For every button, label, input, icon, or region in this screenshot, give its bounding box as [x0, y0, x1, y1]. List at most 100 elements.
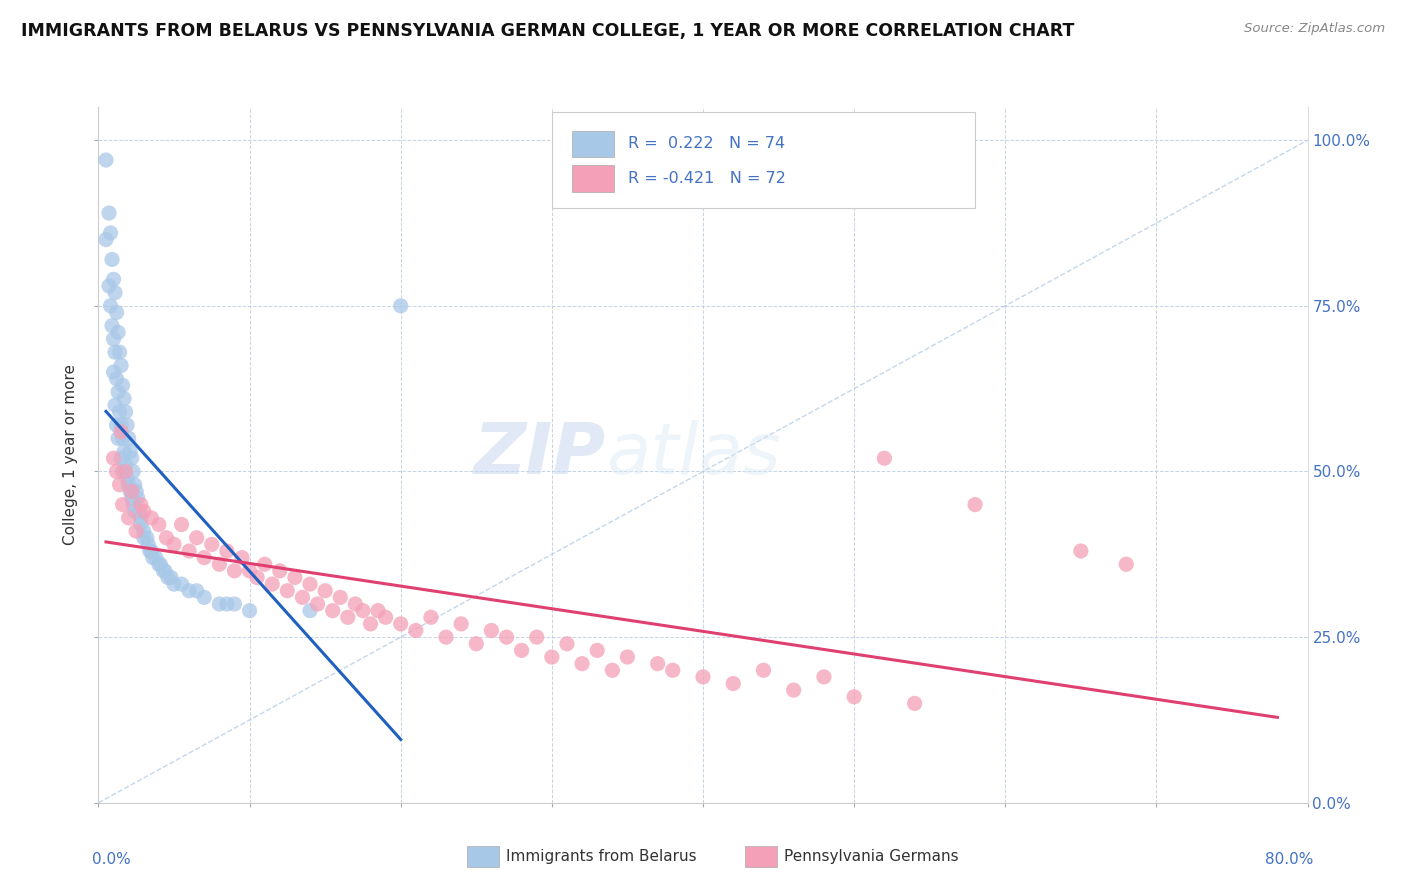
- Point: [186, 583, 208, 598]
- Point: [389, 299, 412, 313]
- Point: [160, 570, 183, 584]
- Point: [662, 663, 685, 677]
- Point: [111, 431, 134, 445]
- Point: [299, 577, 322, 591]
- Point: [142, 550, 165, 565]
- Point: [124, 504, 146, 518]
- Point: [94, 153, 117, 167]
- FancyBboxPatch shape: [553, 112, 976, 208]
- Point: [269, 564, 291, 578]
- Point: [367, 604, 389, 618]
- Point: [352, 604, 374, 618]
- Point: [844, 690, 866, 704]
- Bar: [572, 131, 613, 157]
- Point: [101, 252, 124, 267]
- Point: [224, 597, 246, 611]
- Point: [813, 670, 835, 684]
- Point: [540, 650, 562, 665]
- Point: [132, 504, 155, 518]
- Point: [405, 624, 427, 638]
- Y-axis label: College, 1 year or more: College, 1 year or more: [63, 365, 79, 545]
- Text: atlas: atlas: [606, 420, 780, 490]
- Bar: [745, 846, 776, 867]
- Point: [148, 558, 170, 572]
- Point: [208, 597, 231, 611]
- Point: [107, 326, 129, 340]
- Point: [434, 630, 457, 644]
- Point: [329, 591, 352, 605]
- Text: IMMIGRANTS FROM BELARUS VS PENNSYLVANIA GERMAN COLLEGE, 1 YEAR OR MORE CORRELATI: IMMIGRANTS FROM BELARUS VS PENNSYLVANIA …: [21, 22, 1074, 40]
- Point: [752, 663, 775, 677]
- Point: [322, 604, 344, 618]
- Point: [121, 451, 143, 466]
- Point: [307, 597, 329, 611]
- Point: [122, 498, 145, 512]
- Point: [135, 531, 157, 545]
- Point: [904, 697, 927, 711]
- Point: [132, 531, 155, 545]
- Point: [118, 477, 141, 491]
- Point: [510, 643, 533, 657]
- Point: [101, 318, 124, 333]
- Point: [129, 498, 152, 512]
- Point: [118, 431, 141, 445]
- Point: [156, 570, 179, 584]
- Point: [420, 610, 443, 624]
- Point: [783, 683, 806, 698]
- Point: [239, 564, 262, 578]
- Text: 80.0%: 80.0%: [1265, 852, 1313, 866]
- Point: [170, 517, 193, 532]
- Point: [103, 451, 125, 466]
- Point: [193, 550, 215, 565]
- Point: [105, 418, 128, 433]
- Point: [122, 465, 145, 479]
- Point: [100, 226, 122, 240]
- Point: [647, 657, 669, 671]
- Point: [291, 591, 314, 605]
- Point: [141, 511, 163, 525]
- Point: [170, 577, 193, 591]
- Point: [450, 616, 472, 631]
- Point: [224, 564, 246, 578]
- Point: [179, 583, 201, 598]
- Point: [110, 425, 132, 439]
- Point: [284, 570, 307, 584]
- Point: [105, 465, 128, 479]
- Point: [153, 564, 176, 578]
- Point: [111, 465, 134, 479]
- Point: [107, 431, 129, 445]
- Point: [110, 418, 132, 433]
- Point: [104, 345, 127, 359]
- Point: [103, 272, 125, 286]
- Bar: [467, 846, 499, 867]
- Point: [344, 597, 367, 611]
- Point: [186, 531, 208, 545]
- Point: [389, 616, 412, 631]
- Point: [108, 405, 131, 419]
- Point: [262, 577, 284, 591]
- Point: [149, 558, 172, 572]
- Point: [104, 285, 127, 300]
- Text: ZIP: ZIP: [474, 420, 606, 490]
- Point: [152, 564, 174, 578]
- Point: [114, 458, 136, 472]
- Point: [103, 365, 125, 379]
- Point: [105, 372, 128, 386]
- Point: [98, 279, 121, 293]
- Point: [105, 305, 128, 319]
- Point: [115, 418, 138, 433]
- Point: [163, 537, 186, 551]
- Point: [360, 616, 382, 631]
- Point: [110, 359, 132, 373]
- Point: [111, 498, 134, 512]
- Point: [336, 610, 359, 624]
- Point: [586, 643, 609, 657]
- Point: [121, 491, 143, 505]
- Point: [201, 537, 224, 551]
- Point: [112, 444, 135, 458]
- Text: Pennsylvania Germans: Pennsylvania Germans: [785, 849, 959, 863]
- Point: [125, 484, 148, 499]
- Point: [692, 670, 714, 684]
- Point: [141, 544, 163, 558]
- Point: [526, 630, 548, 644]
